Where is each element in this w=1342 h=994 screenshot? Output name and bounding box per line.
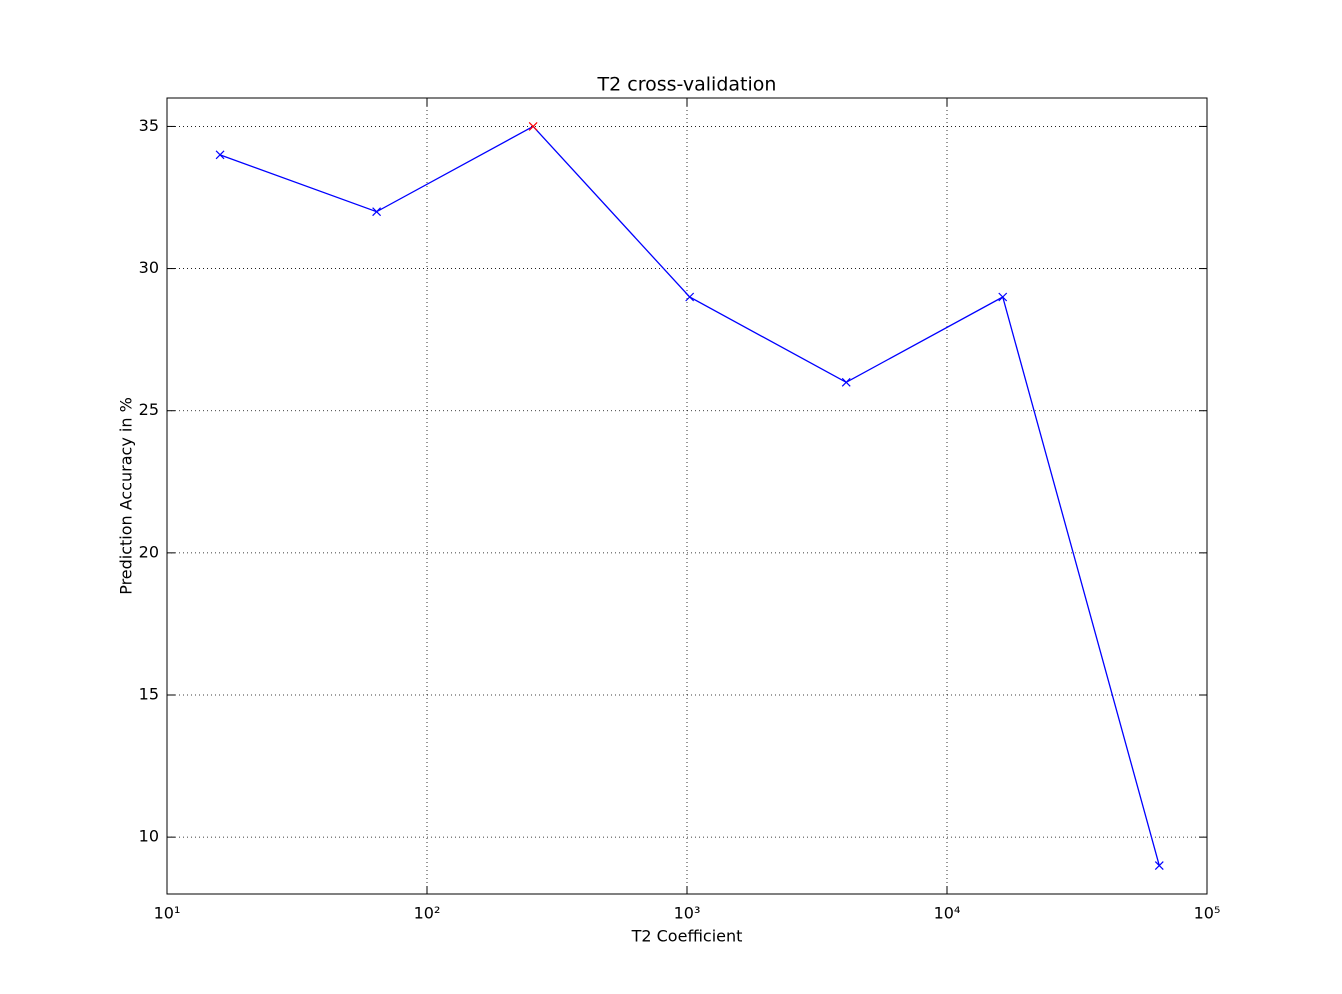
marker (1154, 861, 1164, 870)
x-tick-label: 10² (414, 904, 441, 923)
marker (528, 122, 538, 131)
plot-frame (166, 97, 1208, 895)
y-tick-label: 10 (139, 827, 159, 846)
y-tick-label: 35 (139, 116, 159, 135)
y-tick-label: 20 (139, 542, 159, 561)
marker (372, 207, 382, 217)
y-axis-label: Prediction Accuracy in % (117, 397, 136, 595)
marker (215, 150, 225, 160)
x-axis-label: T2 Coefficient (631, 927, 743, 946)
marker (685, 292, 695, 302)
x-tick-label: 10¹ (154, 904, 181, 923)
marker (998, 292, 1008, 302)
x-tick-label: 10³ (674, 904, 701, 923)
x-tick-label: 10⁴ (934, 904, 961, 923)
marker (841, 377, 851, 387)
y-tick-label: 25 (139, 400, 159, 419)
y-tick-label: 15 (139, 685, 159, 704)
x-tick-label: 10⁵ (1194, 904, 1221, 923)
y-tick-label: 30 (139, 258, 159, 277)
chart-title: T2 cross-validation (597, 74, 777, 96)
